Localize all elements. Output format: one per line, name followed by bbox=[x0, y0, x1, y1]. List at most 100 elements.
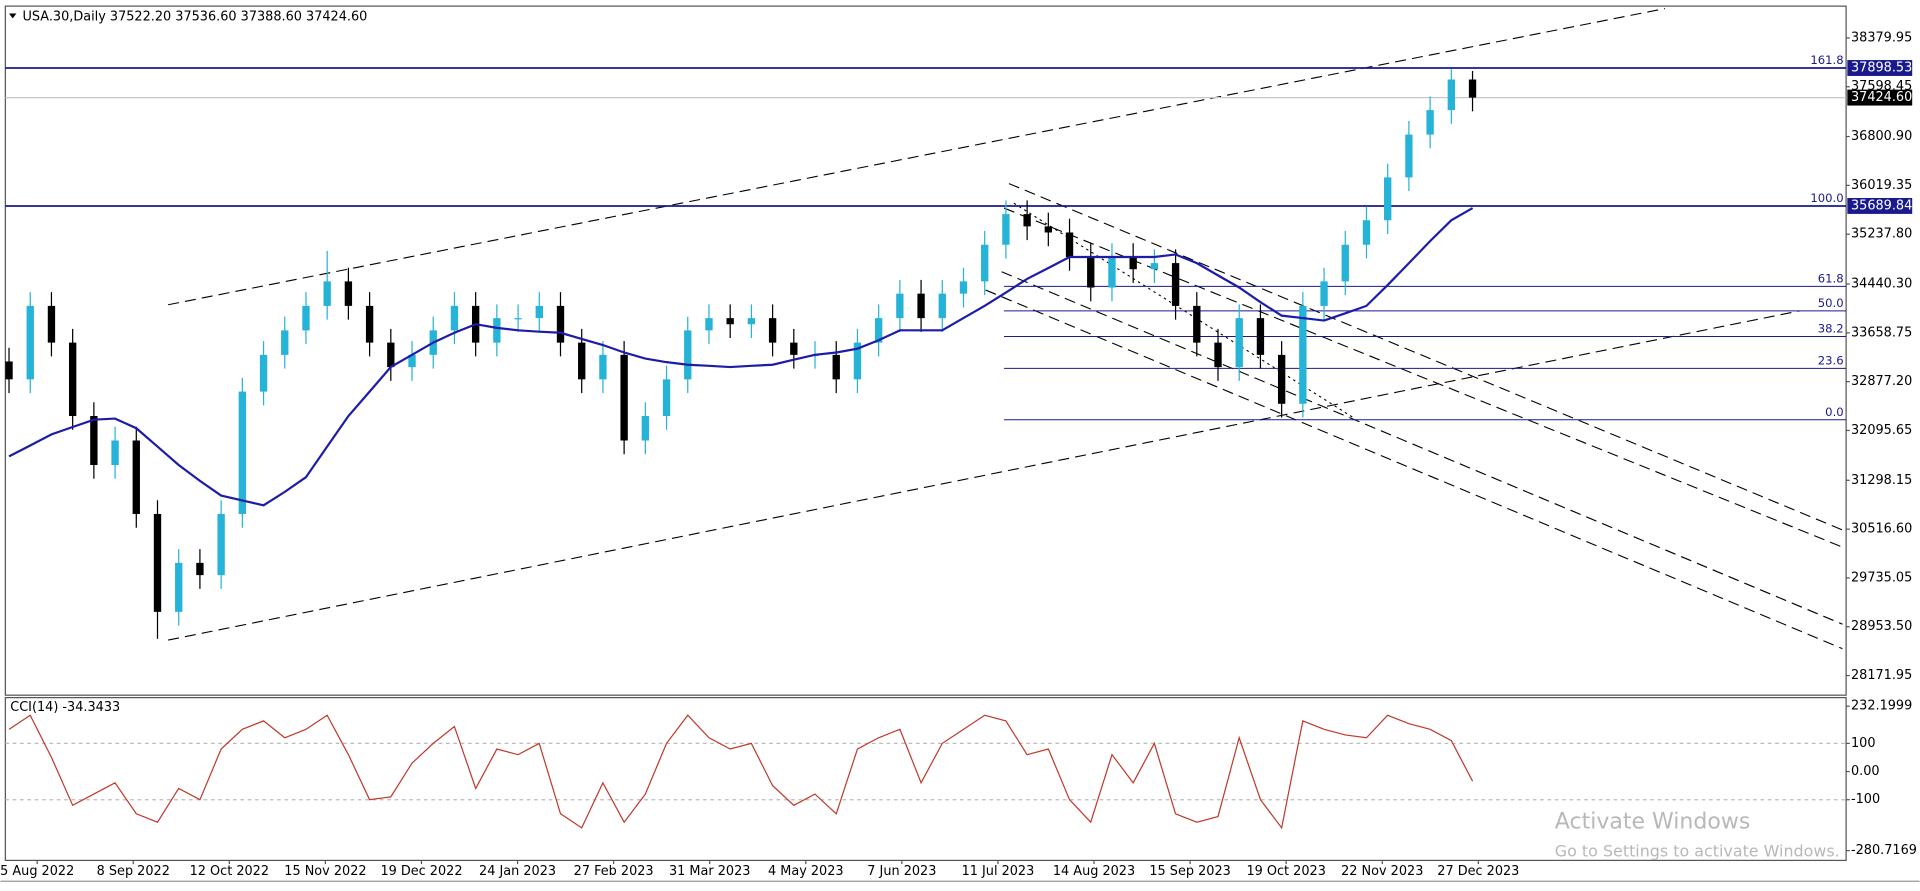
moving-average bbox=[8, 207, 1474, 507]
candle-body bbox=[1087, 256, 1095, 288]
candle-body bbox=[938, 293, 946, 319]
candle-body bbox=[747, 318, 756, 325]
candle-body bbox=[1108, 256, 1116, 288]
x-tick-label: 27 Feb 2023 bbox=[574, 864, 654, 879]
candle-body bbox=[1150, 263, 1159, 270]
candle-body bbox=[1405, 134, 1413, 178]
candle-body bbox=[599, 354, 607, 380]
cci-line bbox=[8, 714, 1474, 830]
candle-body bbox=[535, 305, 543, 319]
candle-body bbox=[959, 281, 968, 294]
y-tick-label: 34440.30 bbox=[1851, 277, 1912, 292]
down-channel-4 bbox=[985, 289, 1843, 650]
candle-body bbox=[853, 342, 862, 380]
candle-body bbox=[450, 305, 459, 331]
candle-body bbox=[259, 354, 268, 392]
x-tick-label: 24 Jan 2023 bbox=[479, 864, 556, 879]
candle-body bbox=[1214, 342, 1222, 368]
candle-body bbox=[620, 354, 628, 441]
y-tick-label: 232.1999 bbox=[1851, 699, 1912, 714]
candle-body bbox=[90, 416, 98, 465]
x-tick-label: 11 Jul 2023 bbox=[962, 864, 1035, 879]
candle-body bbox=[662, 379, 671, 417]
candle-body bbox=[281, 330, 289, 355]
fib-label: 50.0 bbox=[1818, 296, 1844, 310]
candle-body bbox=[556, 305, 565, 343]
candle-body bbox=[387, 342, 395, 368]
x-tick-label: 19 Dec 2022 bbox=[380, 864, 462, 879]
y-tick-label: -280.7169 bbox=[1851, 843, 1917, 858]
candle-body bbox=[578, 342, 586, 380]
candle-body bbox=[344, 281, 353, 306]
candle-body bbox=[790, 342, 798, 355]
y-tick-label: 31298.15 bbox=[1851, 473, 1912, 488]
candle-body bbox=[641, 416, 650, 441]
last-price-label: 37424.60 bbox=[1851, 90, 1912, 105]
candle-body bbox=[1468, 79, 1477, 98]
x-tick-label: 4 May 2023 bbox=[768, 864, 844, 879]
x-tick-label: 27 Dec 2023 bbox=[1437, 864, 1519, 879]
candle-body bbox=[1341, 244, 1349, 282]
candle-body bbox=[1426, 110, 1434, 135]
trendlines bbox=[168, 8, 1843, 650]
candle-body bbox=[26, 305, 34, 380]
candle-body bbox=[1235, 318, 1243, 368]
y-tick-label: 0.00 bbox=[1851, 764, 1880, 779]
candle-body bbox=[981, 244, 989, 282]
candle-body bbox=[47, 305, 56, 343]
candle-body bbox=[302, 305, 310, 331]
candle-body bbox=[365, 305, 374, 343]
y-tick-label: 30516.60 bbox=[1851, 522, 1912, 537]
candle-body bbox=[238, 391, 247, 514]
candle-body bbox=[217, 513, 225, 576]
x-tick-label: 7 Jun 2023 bbox=[867, 864, 936, 879]
candle-body bbox=[514, 318, 522, 320]
candle-body bbox=[726, 318, 734, 325]
candle-body bbox=[684, 330, 692, 380]
y-tick-label: 38379.95 bbox=[1851, 30, 1912, 45]
fib-label: 38.2 bbox=[1818, 322, 1844, 336]
fib-label: 100.0 bbox=[1810, 191, 1843, 205]
watermark-subtitle: Go to Settings to activate Windows. bbox=[1555, 841, 1840, 860]
candle-body bbox=[1044, 226, 1053, 233]
chart-title: USA.30,Daily 37522.20 37536.60 37388.60 … bbox=[22, 10, 367, 25]
x-tick-label: 14 Aug 2023 bbox=[1053, 864, 1135, 879]
candle-body bbox=[1384, 177, 1392, 221]
cci-frame bbox=[4, 697, 1847, 862]
candle-body bbox=[1277, 354, 1286, 404]
candle-body bbox=[917, 293, 925, 319]
x-tick-label: 8 Sep 2022 bbox=[97, 864, 170, 879]
x-tick-label: 15 Nov 2022 bbox=[284, 864, 366, 879]
candle-body bbox=[408, 354, 416, 368]
last-price-tag bbox=[1847, 89, 1913, 106]
x-tick-label: 15 Sep 2023 bbox=[1149, 864, 1230, 879]
down-channel-3 bbox=[1001, 271, 1843, 625]
main-frame bbox=[4, 5, 1847, 696]
candle-body bbox=[111, 440, 119, 465]
y-tick-label: 32095.65 bbox=[1851, 423, 1912, 438]
candle-body bbox=[1129, 256, 1137, 270]
y-tick-label: 35237.80 bbox=[1851, 227, 1912, 242]
y-tick-label: 32877.20 bbox=[1851, 374, 1912, 389]
candle-body bbox=[153, 513, 162, 612]
candle-body bbox=[1065, 232, 1074, 257]
fib-label: 61.8 bbox=[1818, 271, 1844, 285]
y-tick-label: 100 bbox=[1851, 736, 1876, 751]
price-tag bbox=[1847, 198, 1913, 214]
candle-body bbox=[768, 318, 777, 343]
y-tick-label: -100 bbox=[1851, 792, 1880, 807]
channel-upper bbox=[168, 8, 1666, 306]
x-tick-label: 31 Mar 2023 bbox=[669, 864, 750, 879]
fib-label: 23.6 bbox=[1818, 354, 1844, 368]
candle-body bbox=[1320, 281, 1328, 306]
candle-body bbox=[705, 318, 713, 331]
candle-body bbox=[896, 293, 904, 319]
down-channel-1 bbox=[1008, 183, 1843, 531]
y-tick-label: 36800.90 bbox=[1851, 129, 1912, 144]
candle-body bbox=[323, 281, 331, 306]
menu-arrow[interactable] bbox=[9, 13, 17, 19]
y-tick-label: 33658.75 bbox=[1851, 325, 1912, 340]
